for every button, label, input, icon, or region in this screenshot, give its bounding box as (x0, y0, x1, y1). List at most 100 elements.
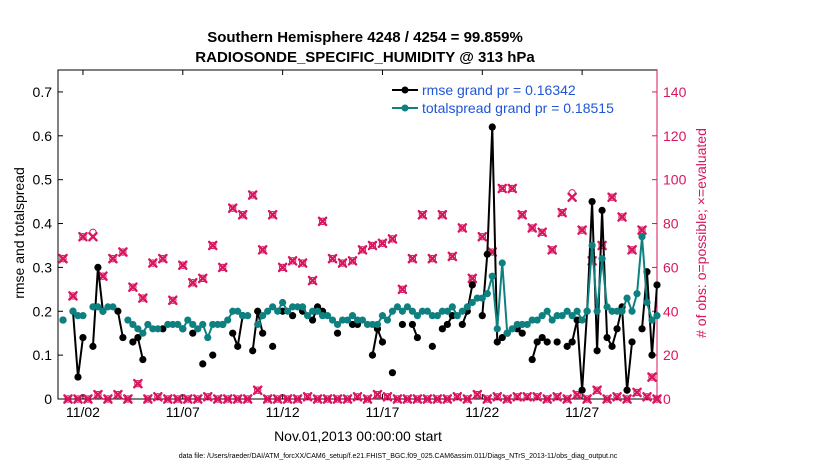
spread-point (323, 312, 332, 320)
obs-evaluated-marker (367, 240, 378, 251)
rmse-point (74, 373, 82, 381)
rmse-point (438, 325, 446, 333)
spread-point (588, 241, 596, 250)
obs-possible-marker (558, 208, 566, 217)
rmse-point (518, 329, 526, 337)
rmse-point (468, 281, 476, 289)
obs-possible-marker (159, 254, 167, 263)
spread-point (618, 307, 626, 315)
legend-spread-marker (401, 104, 409, 112)
obs-possible-marker (653, 395, 661, 403)
obs-possible-marker (243, 395, 252, 403)
obs-evaluated-marker (597, 240, 607, 251)
obs-evaluated-marker (103, 394, 113, 404)
obs-possible-marker (149, 259, 157, 267)
rmse-point (628, 338, 636, 346)
y-axis-right-label: # of obs: o=possible; ×=evaluated (693, 128, 709, 338)
obs-possible-marker (288, 257, 297, 265)
obs-evaluated-marker (567, 192, 577, 203)
y-left-tick-label: 0 (44, 391, 52, 407)
spread-point (303, 312, 312, 320)
obs-possible-marker (608, 193, 616, 201)
obs-evaluated-marker (297, 258, 308, 268)
rmse-point (139, 355, 147, 364)
rmse-point (348, 320, 357, 329)
rmse-point (368, 351, 377, 359)
spread-point (179, 325, 187, 333)
obs-evaluated-marker (143, 394, 153, 404)
obs-possible-marker (189, 279, 197, 287)
spread-point (353, 316, 362, 324)
rmse-point (588, 198, 596, 206)
rmse-point (259, 329, 267, 337)
x-tick-label: 11/07 (166, 404, 200, 420)
obs-possible-marker (348, 257, 357, 265)
rmse-point (89, 342, 97, 350)
obs-evaluated-marker (257, 245, 268, 255)
spread-point (149, 325, 157, 333)
spread-point (643, 298, 651, 307)
obs-possible-marker (224, 395, 232, 403)
spread-point (294, 303, 302, 311)
obs-possible-marker (383, 393, 392, 401)
obs-evaluated-marker (577, 225, 587, 235)
rmse-point (408, 320, 417, 329)
obs-evaluated-marker (407, 253, 418, 264)
obs-evaluated-marker (232, 394, 243, 404)
obs-evaluated-marker (182, 394, 193, 404)
obs-possible-marker (109, 254, 117, 263)
spread-point (184, 316, 192, 324)
obs-evaluated-marker (272, 394, 283, 404)
obs-possible-marker (238, 211, 247, 219)
legend-rmse-label: rmse grand pr = 0.16342 (422, 82, 576, 98)
obs-evaluated-marker (552, 392, 562, 402)
spread-point (623, 294, 631, 302)
obs-evaluated-marker (502, 394, 513, 404)
spread-point (413, 312, 421, 320)
obs-evaluated-marker (422, 394, 433, 404)
spread-point (598, 255, 606, 263)
rmse-line-segment (71, 311, 84, 378)
rmse-point (443, 320, 451, 329)
spread-point (139, 329, 147, 337)
rmse-point (94, 263, 102, 271)
obs-evaluated-marker (347, 256, 358, 266)
obs-possible-marker (523, 393, 531, 401)
rmse-point (448, 312, 456, 320)
rmse-point (543, 338, 551, 346)
obs-evaluated-marker (632, 387, 642, 398)
spread-point (408, 307, 417, 315)
obs-possible-marker (154, 393, 162, 401)
obs-possible-marker (508, 184, 516, 193)
spread-point (633, 290, 641, 298)
spread-point (194, 325, 202, 333)
plot-area: 0 0.1 0.2 0.3 0.4 0.5 0.6 0.7 0 20 40 60 80 100 120 140… (33, 69, 687, 420)
x-axis-label: Nov.01,2013 00:00:00 start (274, 428, 442, 444)
spread-point (209, 320, 217, 329)
obs-evaluated-marker (512, 392, 523, 402)
obs-evaluated-marker (153, 392, 163, 402)
obs-possible-marker (598, 241, 606, 250)
obs-possible-marker (59, 254, 67, 263)
obs-evaluated-marker (202, 392, 213, 402)
obs-evaluated-marker (217, 262, 228, 273)
spread-point (468, 298, 476, 307)
obs-possible-marker (373, 390, 382, 399)
spread-point (578, 316, 586, 324)
obs-possible-marker (328, 254, 337, 263)
obs-possible-marker (613, 393, 621, 401)
obs-possible-marker (283, 395, 292, 403)
obs-possible-marker (433, 395, 442, 403)
y-axis-left-label: rmse and totalspread (11, 167, 27, 299)
spread-point (403, 303, 412, 311)
obs-evaluated-marker (472, 389, 483, 400)
spread-point (543, 307, 551, 315)
spread-point (398, 307, 407, 315)
obs-evaluated-marker (537, 227, 547, 238)
obs-possible-marker (503, 395, 511, 403)
obs-evaluated-marker (168, 295, 178, 306)
spread-point (603, 303, 611, 311)
obs-evaluated-marker (647, 372, 657, 382)
obs-evaluated-marker (177, 260, 188, 271)
